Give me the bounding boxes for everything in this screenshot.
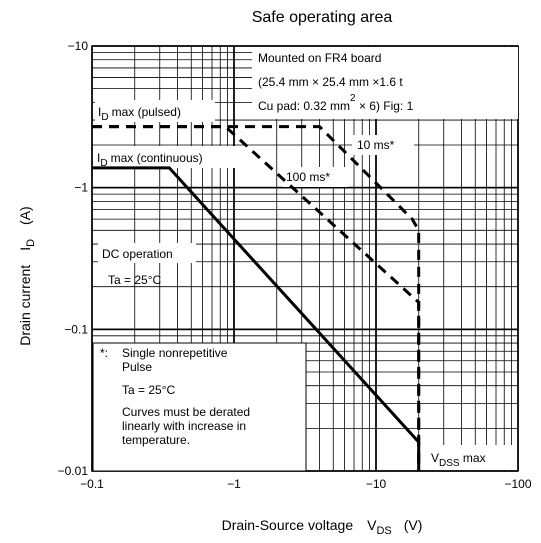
board-note-line3: Cu pad: 0.32 mm2 × 6) Fig: 1 [258, 93, 414, 113]
vdss-symbol: V [431, 451, 439, 465]
dc-label: DC operation [102, 247, 173, 261]
y-axis-sub: D [25, 239, 37, 247]
x-tick-label: −10 [366, 477, 387, 491]
id-cont-symbol: I [97, 151, 100, 165]
id-cont-box [94, 146, 241, 168]
y-tick-label: −0.1 [64, 322, 88, 336]
x-axis-label-text: Drain-Source voltage [222, 517, 354, 533]
footnote-line2: Pulse [122, 360, 152, 374]
x-tick-label: −0.1 [80, 477, 104, 491]
x-axis-unit: (V) [404, 517, 423, 533]
x-tick-label: −100 [504, 477, 531, 491]
vdss-text: max [460, 451, 486, 465]
x-axis-sub: DS [376, 525, 391, 537]
board-note-line1: Mounted on FR4 board [258, 51, 381, 65]
id-pulsed-sub: D [101, 112, 108, 123]
footnote-line1: Single nonrepetitive [122, 346, 228, 360]
footnote-line3: Ta = 25°C [122, 383, 175, 397]
footnote-marker: *: [100, 346, 108, 360]
y-axis-symbol: I [17, 247, 33, 251]
ms10-label: 10 ms* [357, 138, 395, 152]
series-group [92, 125, 421, 471]
id-cont-sub: D [100, 158, 107, 169]
y-tick-label: −0.01 [58, 464, 89, 478]
chart-title: Safe operating area [252, 9, 393, 26]
ms100-label: 100 ms* [286, 170, 330, 184]
id-cont-text: max (continuous) [111, 151, 203, 165]
id-pulsed-label: ID max (pulsed) [98, 105, 181, 123]
dc-ta-label: Ta = 25°C [108, 273, 161, 287]
x-axis-label: Drain-Source voltage VDS (V) [222, 517, 423, 537]
vdss-box [422, 445, 517, 470]
board-note-line2: (25.4 mm × 25.4 mm ×1.6 t [258, 75, 403, 89]
board-note-sup: 2 [350, 93, 356, 104]
board-note-box [252, 47, 518, 119]
footnote-line5: linearly with increase in [122, 419, 246, 433]
y-axis-label-text: Drain current [17, 265, 33, 346]
y-axis-label: Drain current ID (A) [17, 206, 37, 345]
footnote-line6: temperature. [122, 433, 190, 447]
id-cont-label: ID max (continuous) [97, 151, 203, 169]
y-tick-label: −10 [68, 39, 89, 53]
id-pulsed-text: max (pulsed) [112, 105, 181, 119]
y-axis-unit: (A) [17, 206, 33, 225]
ms10-box [352, 135, 414, 155]
id-pulsed-box [95, 100, 215, 122]
x-tick-labels: −0.1 −1 −10 −100 [80, 477, 532, 491]
y-tick-label: −1 [74, 181, 88, 195]
id-pulsed-symbol: I [98, 105, 101, 119]
ms100-box [282, 167, 348, 187]
board-note-line3b: × 6) Fig: 1 [356, 99, 414, 113]
dc-box [98, 243, 196, 263]
series-line-3 [92, 125, 421, 471]
vdss-label: VDSS max [431, 451, 486, 469]
board-note-line3a: Cu pad: 0.32 mm [258, 99, 350, 113]
x-axis-symbol: V [367, 517, 377, 533]
vdss-sub: DSS [439, 458, 460, 469]
y-tick-labels: −0.01 −0.1 −1 −10 [58, 39, 89, 478]
x-tick-label: −1 [227, 477, 241, 491]
footnote-line4: Curves must be derated [122, 405, 250, 419]
footnote-box [92, 342, 307, 472]
